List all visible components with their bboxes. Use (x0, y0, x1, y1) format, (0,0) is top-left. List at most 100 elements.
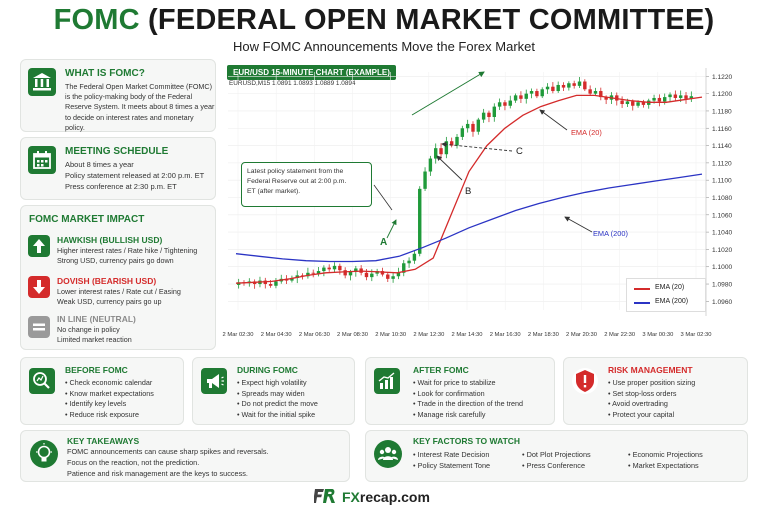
candle-body (465, 123, 470, 129)
hawkish-title: HAWKISH (BULLISH USD) (57, 235, 163, 245)
x-axis: 2 Mar 02:30 2 Mar 04:30 2 Mar 06:30 2 Mar 0… (223, 332, 712, 338)
before-card: BEFORE FOMC Check economic calendar Know… (20, 357, 184, 425)
candle-body (471, 123, 475, 132)
list-item: Use proper position sizing (608, 378, 696, 389)
candle-body (497, 102, 502, 107)
dovish-text: Lower interest rates / Rate cut / Easing… (57, 287, 181, 307)
factors-heading: KEY FACTORS TO WATCH (413, 436, 521, 446)
y-tick-label: 1.1080 (712, 195, 733, 202)
ema200-line (235, 173, 703, 263)
candle-body (391, 276, 395, 279)
brand-name[interactable]: FXrecap.com (342, 489, 430, 505)
list-item: Policy Statement Tone (413, 460, 490, 471)
what-is-heading: WHAT IS FOMC? (65, 68, 145, 79)
candle-body (487, 112, 491, 118)
schedule-heading: MEETING SCHEDULE (65, 146, 169, 157)
people-icon (374, 440, 402, 468)
annotations (373, 71, 593, 239)
y-tick-label: 1.1040 (712, 230, 733, 237)
candle-body (316, 271, 321, 274)
candle-body (322, 267, 326, 272)
list-item: Press Conference (522, 460, 591, 471)
list-item: Reduce risk exposure (65, 410, 154, 421)
magnifier-chart-icon (29, 368, 55, 394)
ema-lines (235, 94, 703, 284)
candle-body (545, 86, 550, 90)
candle-body (593, 91, 598, 94)
y-tick-label: 1.1100 (712, 178, 732, 185)
candle-body (290, 277, 294, 281)
list-item: Wait for price to stabilize (413, 378, 523, 389)
takeaways-text: FOMC announcements can cause sharp spike… (67, 447, 269, 478)
list-item: Avoid overtrading (608, 399, 695, 410)
risk-card: RISK MANAGEMENT Use proper position sizi… (563, 357, 748, 425)
during-list: Expect high volatility Spreads may widen… (237, 378, 318, 420)
y-tick-label: 1.1200 (712, 91, 733, 98)
list-item: Economic Projections (628, 449, 703, 460)
y-tick-label: 1.1180 (712, 108, 732, 115)
candle-body (370, 273, 374, 278)
arrow-a (386, 219, 397, 239)
list-item: Trade in the direction of the trend (413, 399, 523, 410)
list-item: Do not predict the move (237, 399, 318, 410)
candle-body (503, 102, 507, 106)
title-rest: (FEDERAL OPEN MARKET COMMITTEE) (148, 4, 715, 36)
schedule-card: MEETING SCHEDULE About 8 times a year Po… (20, 137, 216, 200)
legend-swatch-ema20 (634, 288, 650, 290)
risk-list: Use proper position sizing Set stop-loss… (608, 378, 695, 420)
neutral-text: No change in policy Limited market react… (57, 325, 132, 345)
shield-icon (572, 368, 598, 394)
after-card: AFTER FOMC Wait for price to stabilize L… (365, 357, 555, 425)
trend-arrow (411, 71, 485, 116)
ohlc-label: EURUSD,M15 1.0891 1.0893 1.0889 1.0894 (229, 80, 356, 87)
candles-group (236, 77, 694, 289)
page-subtitle: How FOMC Announcements Move the Forex Ma… (232, 39, 535, 54)
during-heading: DURING FOMC (237, 365, 298, 375)
dovish-title: DOVISH (BEARISH USD) (57, 276, 157, 286)
candle-body (407, 260, 411, 264)
callout-box: Latest policy statement from the Federal… (241, 162, 372, 207)
candle-body (444, 141, 449, 155)
calendar-icon (28, 146, 56, 174)
candle-body (663, 97, 667, 102)
y-tick-label: 1.1000 (712, 264, 733, 271)
x-tick-label: 3 Mar 02:30 (681, 332, 712, 338)
candle-body (343, 270, 347, 276)
equals-icon (28, 316, 50, 338)
x-tick-label: 2 Mar 18:30 (528, 332, 559, 338)
callout-connector (373, 184, 393, 211)
y-axis: 1.1220 1.1200 1.1180 1.1160 1.1140 1.1120 1.11… (705, 68, 733, 316)
y-tick-label: 1.1020 (712, 247, 733, 254)
megaphone-icon (201, 368, 227, 394)
arrow-down-icon (28, 276, 50, 298)
candle-body (657, 97, 662, 102)
candle-body (364, 272, 369, 278)
lightbulb-icon (30, 440, 58, 468)
arrow-up-icon (28, 235, 50, 257)
candle-body (540, 89, 544, 97)
x-tick-label: 2 Mar 14:30 (452, 332, 483, 338)
x-tick-label: 2 Mar 06:30 (299, 332, 330, 338)
candle-body (535, 91, 539, 97)
candle-body (386, 274, 390, 279)
hawkish-text: Higher interest rates / Rate hike / Tigh… (57, 246, 198, 266)
candle-body (684, 95, 688, 99)
list-item: Wait for the initial spike (237, 410, 318, 421)
impact-heading: FOMC MARKET IMPACT (29, 214, 145, 225)
list-item: Manage risk carefully (413, 410, 523, 421)
candle-body (455, 136, 459, 146)
schedule-text: About 8 times a year Policy statement re… (65, 160, 205, 192)
arrow-ema200 (564, 216, 593, 233)
candle-body (604, 97, 608, 100)
y-tick-label: 1.1160 (712, 126, 732, 133)
candle-body (652, 97, 656, 101)
y-tick-label: 1.1220 (712, 74, 733, 81)
x-tick-label: 2 Mar 02:30 (223, 332, 254, 338)
candle-body (332, 265, 337, 270)
x-tick-label: 2 Mar 04:30 (261, 332, 292, 338)
candle-body (631, 101, 635, 106)
list-item: Protect your capital (608, 410, 695, 421)
candle-body (636, 102, 640, 106)
candle-body (434, 148, 438, 159)
candle-body (380, 271, 385, 275)
